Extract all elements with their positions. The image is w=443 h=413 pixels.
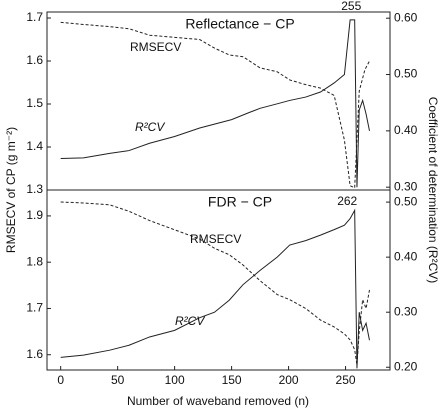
- series-line: [60, 208, 370, 369]
- y-tick-label: 1.9: [26, 208, 43, 222]
- y-tick-label: 1.3: [26, 182, 43, 196]
- y-tick-label: 1.7: [26, 301, 43, 315]
- series-label: RMSECV: [130, 40, 181, 54]
- x-tick-label: 150: [222, 373, 242, 387]
- y-tick-label: 1.4: [26, 139, 43, 153]
- y-tick-label: 1.6: [26, 347, 43, 361]
- y-tick-label: 1.6: [26, 53, 43, 67]
- y2-tick-label: 0.50: [394, 67, 418, 81]
- x-axis-label: Number of waveband removed (n): [127, 394, 309, 408]
- series-line: [60, 19, 370, 188]
- y2-tick-label: 0.60: [394, 10, 418, 24]
- series-label: R²CV: [175, 314, 205, 328]
- y-tick-label: 1.8: [26, 254, 43, 268]
- annotation: 262: [337, 194, 357, 208]
- panel-title: Reflectance − CP: [185, 16, 294, 32]
- y-axis-label: RMSECV of CP (g m⁻²): [4, 127, 18, 253]
- series-line: [60, 21, 370, 189]
- plot-frame: [46, 11, 391, 191]
- panel-title: FDR − CP: [208, 194, 272, 210]
- plot-frame: [46, 189, 391, 371]
- y2-tick-label: 0.40: [394, 123, 418, 137]
- y2-tick-label: 0.50: [394, 194, 418, 208]
- x-tick-label: 50: [111, 373, 125, 387]
- x-tick-label: 200: [279, 373, 299, 387]
- x-tick-label: 0: [57, 373, 64, 387]
- y-tick-label: 1.7: [26, 10, 43, 24]
- series-line: [60, 201, 370, 365]
- y2-tick-label: 0.40: [394, 249, 418, 263]
- x-tick-label: 250: [336, 373, 356, 387]
- x-tick-label: 100: [165, 373, 185, 387]
- y2-tick-label: 0.30: [394, 179, 418, 193]
- y2-tick-label: 0.30: [394, 304, 418, 318]
- series-label: RMSECV: [190, 232, 241, 246]
- series-label: R²CV: [135, 120, 165, 134]
- annotation: 255: [341, 0, 361, 13]
- y-tick-label: 1.5: [26, 96, 43, 110]
- y2-tick-label: 0.20: [394, 359, 418, 373]
- y2-axis-label: Coefficient of determination (R²CV): [426, 97, 440, 284]
